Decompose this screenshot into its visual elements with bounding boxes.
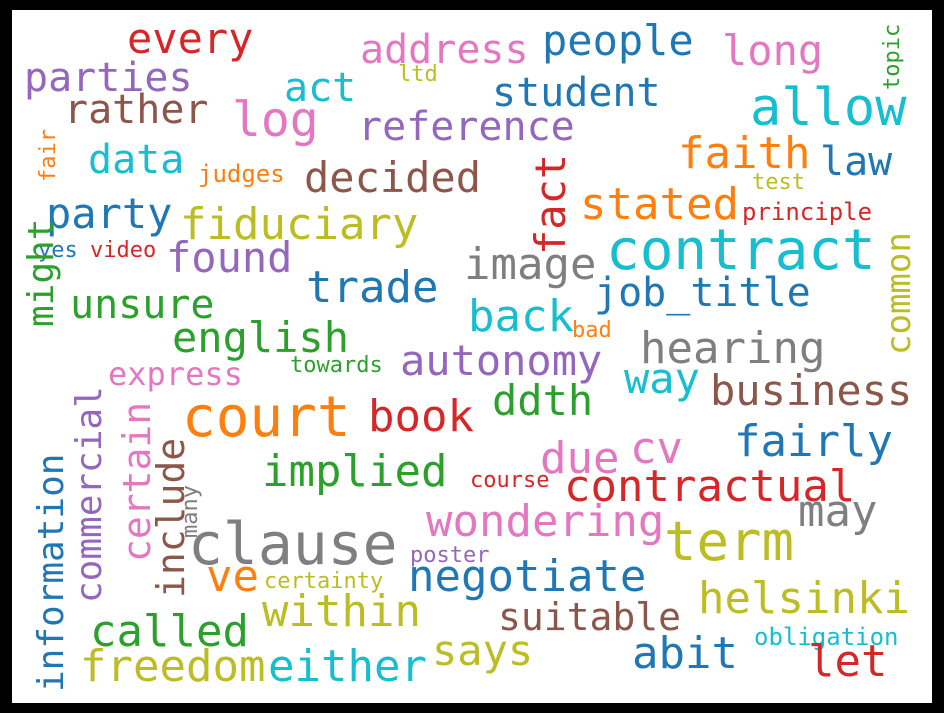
word-abit: abit <box>632 628 738 679</box>
word-cv: cv <box>630 423 683 474</box>
word-hearing: hearing <box>640 323 826 374</box>
word-let: let <box>808 636 888 687</box>
word-common: common <box>879 232 919 355</box>
word-long: long <box>722 26 824 75</box>
word-term: term <box>664 510 795 573</box>
word-obligation: obligation <box>754 623 899 651</box>
word-fiduciary: fiduciary <box>180 199 419 250</box>
word-clause: clause <box>188 510 398 578</box>
word-student: student <box>492 70 661 116</box>
word-party: party <box>46 189 173 238</box>
word-decided: decided <box>304 153 482 202</box>
word-log: log <box>232 92 319 148</box>
word-autonomy: autonomy <box>400 336 603 385</box>
word-negotiate: negotiate <box>408 551 647 602</box>
word-may: may <box>798 486 878 537</box>
word-address: address <box>360 27 529 73</box>
word-court: court <box>182 385 351 450</box>
word-faith: faith <box>678 128 811 179</box>
word-ltd: ltd <box>398 62 438 87</box>
word-rather: rather <box>64 87 209 133</box>
word-book: book <box>368 391 474 442</box>
word-course: course <box>470 468 550 493</box>
word-helsinki: helsinki <box>698 573 910 624</box>
word-express: express <box>108 355 243 393</box>
word-act: act <box>284 65 357 111</box>
word-information: information <box>31 453 72 692</box>
word-ve: ve <box>206 551 259 602</box>
word-suitable: suitable <box>498 595 682 639</box>
word-contract: contract <box>606 218 876 283</box>
word-due: due <box>540 433 620 484</box>
word-english: english <box>172 313 350 362</box>
word-people: people <box>542 16 694 65</box>
word-stated: stated <box>580 179 739 230</box>
word-contractual: contractual <box>564 461 856 512</box>
word-job-title: job_title <box>594 270 811 316</box>
word-test: test <box>752 170 805 195</box>
word-found: found <box>166 233 293 282</box>
word-judges: judges <box>198 160 285 188</box>
word-image: image <box>464 239 597 290</box>
word-trade: trade <box>306 262 439 313</box>
word-fairly: fairly <box>734 416 893 467</box>
word-ddth: ddth <box>492 376 594 425</box>
word-towards: towards <box>290 353 383 378</box>
word-either: either <box>268 641 427 692</box>
word-principle: principle <box>742 198 873 226</box>
word-reference: reference <box>358 104 575 150</box>
word-back: back <box>468 291 574 342</box>
word-certainty: certainty <box>264 569 384 594</box>
word-within: within <box>262 586 421 637</box>
word-business: business <box>710 366 913 415</box>
word-cloud: every address people long topic parties act ltd… <box>12 10 932 703</box>
word-bad: bad <box>572 318 612 343</box>
word-video: video <box>90 238 157 263</box>
word-yes: yes <box>38 238 78 263</box>
word-allow: allow <box>750 78 907 138</box>
word-every: every <box>127 14 254 63</box>
word-fair: fair <box>36 129 61 182</box>
word-wondering: wondering <box>426 496 665 547</box>
word-way: way <box>624 354 700 403</box>
word-parties: parties <box>24 55 193 101</box>
word-freedom: freedom <box>80 641 266 692</box>
word-commercial: commercial <box>69 386 110 603</box>
word-implied: implied <box>262 446 448 497</box>
word-unsure: unsure <box>70 282 215 328</box>
word-poster: poster <box>410 543 490 568</box>
word-might: might <box>21 218 62 327</box>
word-data: data <box>88 137 185 183</box>
word-law: law <box>820 139 893 185</box>
word-says: says <box>432 626 534 675</box>
word-called: called <box>90 606 249 657</box>
